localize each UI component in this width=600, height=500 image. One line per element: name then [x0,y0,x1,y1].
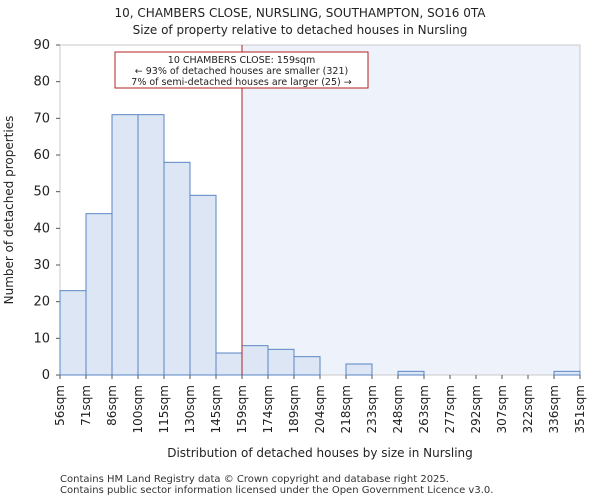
x-tick-label: 292sqm [469,385,483,433]
x-tick-label: 86sqm [105,385,119,426]
footer-licence: Contains public sector information licen… [60,485,494,496]
x-tick-label: 336sqm [547,385,561,433]
x-tick-label: 100sqm [131,385,145,433]
x-tick-label: 174sqm [261,385,275,433]
chart-title: 10, CHAMBERS CLOSE, NURSLING, SOUTHAMPTO… [114,6,486,20]
y-tick-label: 10 [33,331,50,346]
y-tick-label: 40 [33,221,50,236]
x-axis-label: Distribution of detached houses by size … [167,446,473,460]
x-tick-label: 145sqm [209,385,223,433]
highlight-region [242,45,580,375]
footer-copyright: Contains HM Land Registry data © Crown c… [60,474,449,485]
y-tick-label: 20 [33,295,50,310]
y-tick-label: 50 [33,185,50,200]
y-tick-label: 30 [33,258,50,273]
x-tick-label: 56sqm [53,385,67,426]
x-tick-label: 189sqm [287,385,301,433]
histogram-bar [137,114,165,376]
x-tick-label: 218sqm [339,385,353,433]
histogram-bar [189,194,217,376]
annotation-line3: 7% of semi-detached houses are larger (2… [131,77,351,88]
histogram-bar [345,363,373,376]
x-tick-label: 351sqm [573,385,587,433]
x-tick-label: 307sqm [495,385,509,433]
y-tick-label: 60 [33,148,50,163]
annotation-line2: ← 93% of detached houses are smaller (32… [135,66,348,77]
histogram-bar [397,370,425,376]
x-tick-label: 115sqm [157,385,171,433]
x-tick-label: 204sqm [313,385,327,433]
histogram-bar [293,356,321,376]
x-tick-label: 71sqm [79,385,93,426]
histogram-bar [85,213,113,376]
annotation-box [114,51,369,89]
x-tick-label: 322sqm [521,385,535,433]
x-tick-label: 277sqm [443,385,457,433]
histogram-bar [215,352,243,376]
histogram-chart: 0 10 20 30 40 50 60 70 80 90 56sqm 71sqm 86sqm 100sqm… [2,38,587,460]
chart-subtitle: Size of property relative to detached ho… [132,23,468,37]
y-tick-label: 70 [33,111,50,126]
y-tick-label: 80 [33,75,50,90]
y-axis-label: Number of detached properties [2,116,16,305]
x-tick-label: 159sqm [235,385,249,433]
histogram-bar [241,345,269,376]
x-tick-label: 248sqm [391,385,405,433]
x-tick-label: 233sqm [365,385,379,433]
histogram-bar [267,348,295,376]
histogram-bar [59,290,87,376]
x-tick-label: 263sqm [417,385,431,433]
annotation-line1: 10 CHAMBERS CLOSE: 159sqm [168,55,315,66]
histogram-bar [553,370,581,376]
x-tick-label: 130sqm [183,385,197,433]
histogram-bar [111,114,139,376]
histogram-bar [163,161,191,376]
y-tick-label: 90 [33,38,50,53]
y-tick-label: 0 [42,368,50,383]
